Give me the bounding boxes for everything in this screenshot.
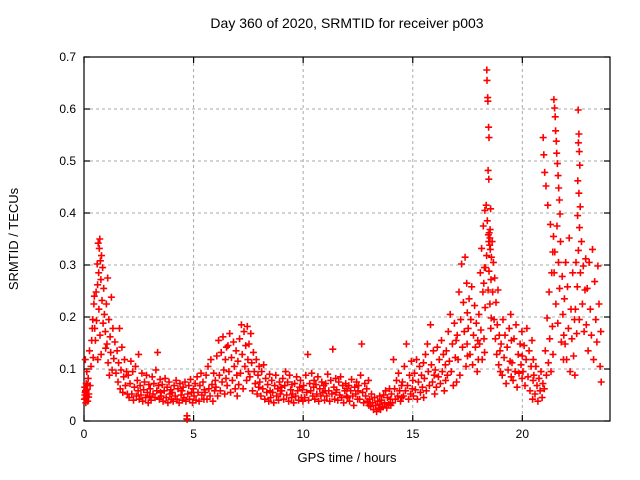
y-axis-label: SRMTID / TECUs [6,187,21,290]
axis-ticks [83,56,610,422]
y-tick-label-2: 0.2 [59,310,76,324]
x-tick-label-4: 20 [516,427,530,441]
y-tick-label-7: 0.7 [59,50,76,64]
x-tick-label-1: 5 [190,427,197,441]
chart-title: Day 360 of 2020, SRMTID for receiver p00… [210,15,483,31]
data-points-layer [80,66,605,423]
x-tick-label-0: 0 [81,427,88,441]
y-tick-label-4: 0.4 [59,206,76,220]
data-points [80,66,605,423]
y-tick-label-0: 0 [69,414,76,428]
x-tick-label-3: 15 [406,427,420,441]
tick-labels: 0 0.1 0.2 0.3 0.4 0.5 0.6 0.7 0 5 10 15 20 [59,50,529,441]
x-tick-label-2: 10 [296,427,310,441]
y-tick-label-3: 0.3 [59,258,76,272]
y-tick-label-6: 0.6 [59,102,76,116]
x-axis-label: GPS time / hours [298,450,397,465]
y-tick-label-1: 0.1 [59,362,76,376]
plot-border [83,56,611,422]
y-tick-label-5: 0.5 [59,154,76,168]
